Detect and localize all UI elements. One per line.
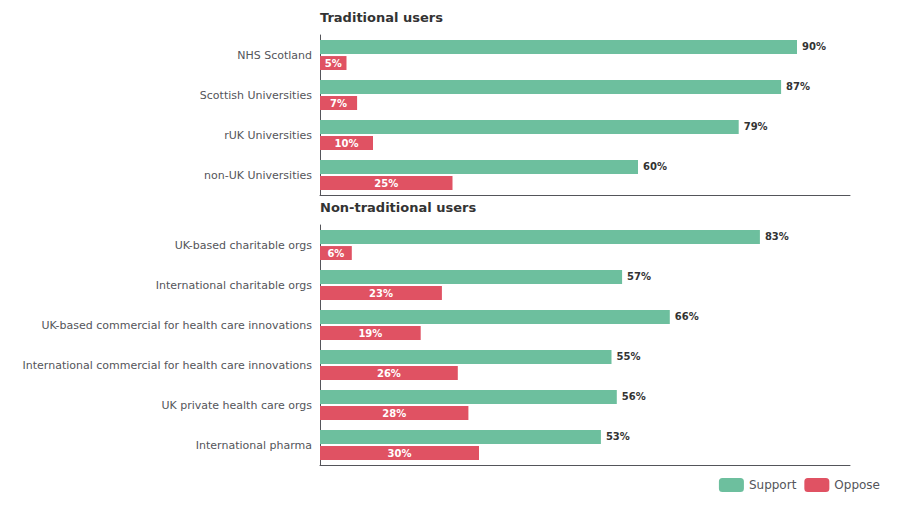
svg-text:30%: 30% [388, 448, 412, 459]
svg-text:7%: 7% [330, 98, 347, 109]
svg-text:26%: 26% [377, 368, 401, 379]
svg-text:non-UK Universities: non-UK Universities [204, 169, 312, 182]
svg-text:55%: 55% [617, 351, 641, 362]
svg-text:Non-traditional users: Non-traditional users [320, 200, 476, 215]
svg-text:79%: 79% [744, 121, 768, 132]
svg-text:10%: 10% [335, 138, 359, 149]
svg-text:Scottish Universities: Scottish Universities [200, 89, 312, 102]
svg-text:International pharma: International pharma [196, 439, 312, 452]
svg-text:28%: 28% [382, 408, 406, 419]
svg-text:25%: 25% [374, 178, 398, 189]
svg-text:UK private health care orgs: UK private health care orgs [161, 399, 312, 412]
svg-text:87%: 87% [786, 81, 810, 92]
svg-text:57%: 57% [627, 271, 651, 282]
svg-text:Traditional users: Traditional users [320, 10, 443, 25]
svg-text:Support: Support [749, 478, 797, 492]
svg-text:Oppose: Oppose [834, 478, 880, 492]
svg-text:60%: 60% [643, 161, 667, 172]
svg-text:90%: 90% [802, 41, 826, 52]
svg-text:UK-based commercial for health: UK-based commercial for health care inno… [42, 319, 313, 332]
svg-text:66%: 66% [675, 311, 699, 322]
svg-text:UK-based charitable orgs: UK-based charitable orgs [175, 239, 313, 252]
svg-text:19%: 19% [358, 328, 382, 339]
svg-text:56%: 56% [622, 391, 646, 402]
svg-text:International charitable orgs: International charitable orgs [156, 279, 312, 292]
svg-text:International commercial for h: International commercial for health care… [23, 359, 313, 372]
svg-text:53%: 53% [606, 431, 630, 442]
svg-text:NHS Scotland: NHS Scotland [237, 49, 312, 62]
svg-text:83%: 83% [765, 231, 789, 242]
svg-text:rUK Universities: rUK Universities [224, 129, 312, 142]
svg-text:6%: 6% [327, 248, 344, 259]
svg-text:5%: 5% [325, 58, 342, 69]
svg-text:23%: 23% [369, 288, 393, 299]
